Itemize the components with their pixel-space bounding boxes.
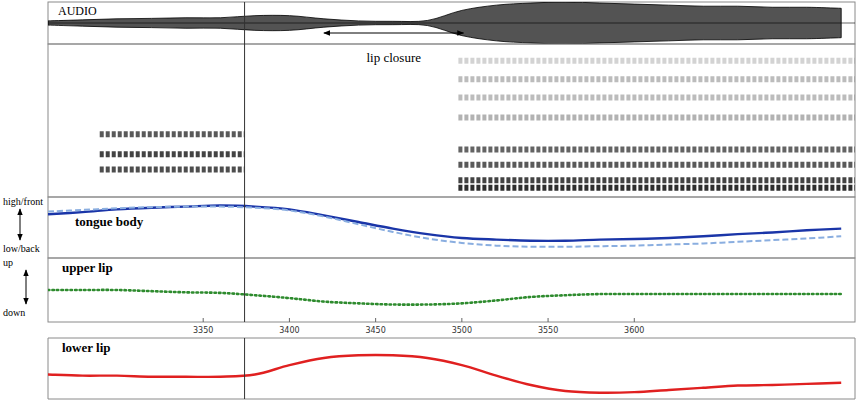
axis-label: high/front bbox=[3, 196, 43, 207]
panel-label: tongue body bbox=[75, 214, 144, 229]
tick-label: 3450 bbox=[365, 326, 385, 335]
tick bbox=[548, 318, 549, 322]
annotation: lip closure bbox=[366, 50, 421, 65]
formant-band bbox=[458, 76, 855, 82]
tick-label: 3350 bbox=[193, 326, 213, 335]
tick bbox=[289, 318, 290, 322]
trajectory bbox=[48, 206, 841, 241]
panel-frame bbox=[48, 258, 855, 322]
chart: AUDIO lip closure tongue body high/front low… bbox=[0, 0, 868, 401]
formant-band bbox=[458, 177, 855, 183]
tick-label: 3400 bbox=[279, 326, 299, 335]
axis-arrow bbox=[26, 270, 27, 304]
trajectory bbox=[48, 290, 841, 305]
formant-band bbox=[100, 131, 245, 137]
tick bbox=[461, 318, 462, 322]
formant-band bbox=[458, 114, 855, 120]
formant-band bbox=[100, 151, 245, 157]
panel-label: lower lip bbox=[62, 340, 111, 355]
panel-frame bbox=[48, 338, 855, 339]
trajectory bbox=[48, 355, 841, 393]
formant-band bbox=[458, 58, 855, 64]
tick bbox=[375, 318, 376, 322]
formant-band bbox=[100, 166, 245, 172]
axis-label: up bbox=[3, 257, 13, 268]
trajectory bbox=[48, 206, 841, 246]
formant-band bbox=[458, 162, 855, 168]
axis-label: down bbox=[3, 307, 25, 318]
audio-label: AUDIO bbox=[58, 4, 97, 18]
formant-band bbox=[458, 185, 855, 191]
panel-plot bbox=[48, 290, 841, 305]
cursor-line bbox=[244, 338, 245, 399]
panel-plot bbox=[48, 206, 841, 247]
formant-band bbox=[458, 95, 855, 101]
tick-label: 3600 bbox=[624, 326, 644, 335]
panel-plot bbox=[48, 355, 841, 393]
audio-frame bbox=[48, 2, 855, 44]
waveform-baseline bbox=[48, 23, 855, 24]
panel-frame bbox=[48, 399, 855, 400]
formant-band bbox=[458, 147, 855, 153]
cursor-line bbox=[244, 2, 245, 322]
audio-plot bbox=[48, 2, 855, 44]
panel-frame bbox=[48, 197, 855, 258]
closure-arrow bbox=[324, 33, 464, 34]
tick-label: 3500 bbox=[452, 326, 472, 335]
axis-label: low/back bbox=[3, 243, 40, 254]
tick bbox=[634, 318, 635, 322]
spectrogram-plot bbox=[100, 61, 855, 188]
panel-frame bbox=[855, 338, 856, 399]
tick bbox=[203, 318, 204, 322]
panel-frame bbox=[48, 338, 49, 399]
spectrogram-frame bbox=[48, 44, 855, 197]
axis-arrow bbox=[20, 209, 21, 240]
tick-label: 3550 bbox=[538, 326, 558, 335]
panel-label: upper lip bbox=[62, 260, 113, 275]
